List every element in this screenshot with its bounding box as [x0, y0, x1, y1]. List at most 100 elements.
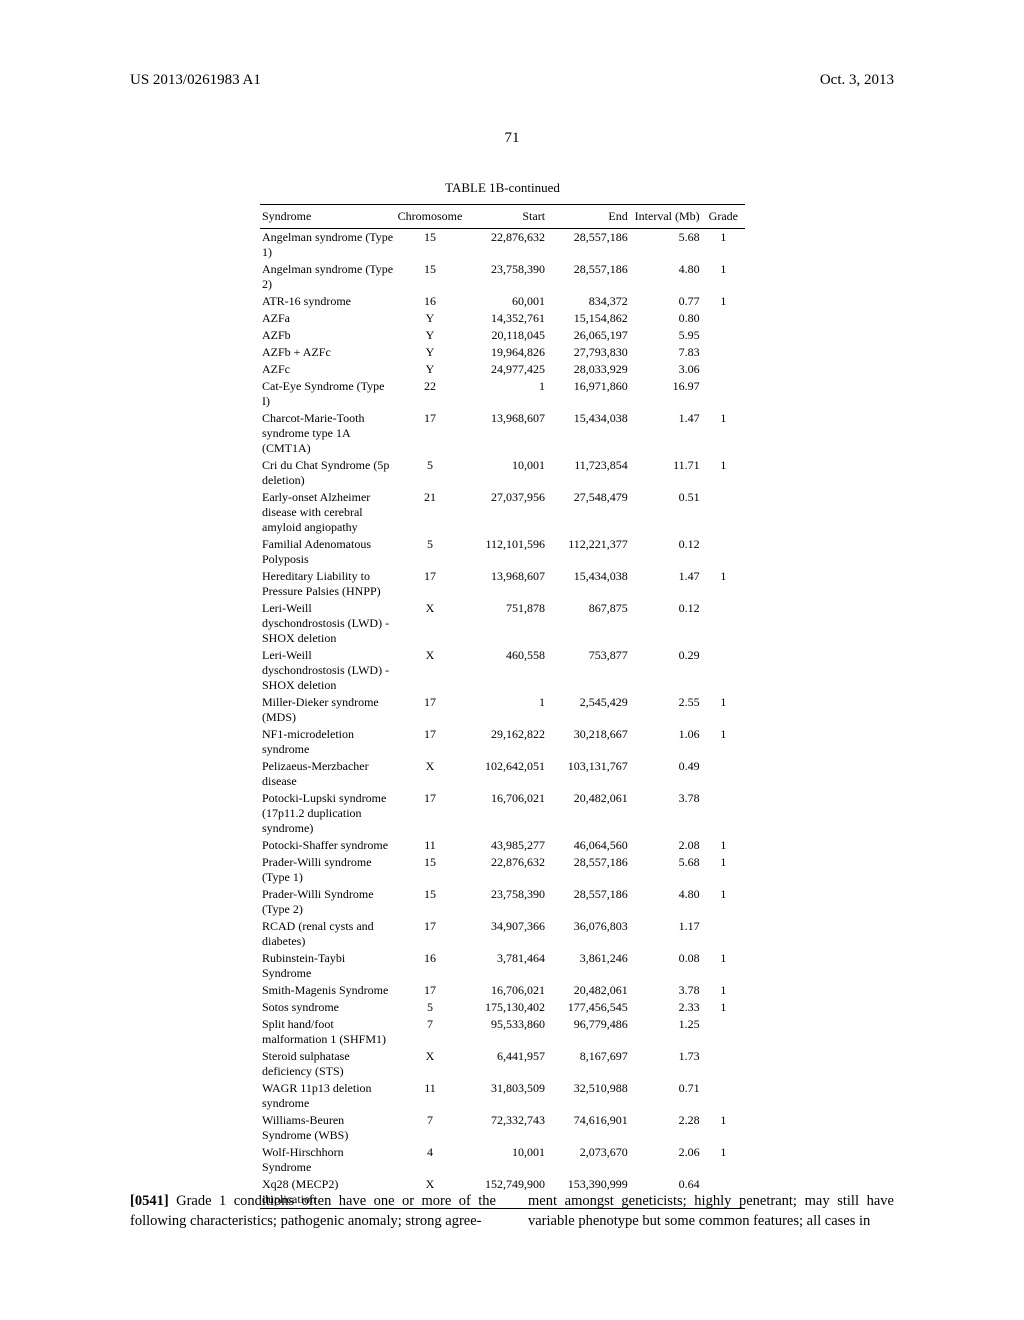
cell-interval: 0.49	[630, 758, 702, 790]
table-caption: TABLE 1B-continued	[260, 180, 745, 196]
cell-grade	[702, 378, 745, 410]
cell-interval: 1.47	[630, 568, 702, 600]
cell-interval: 0.12	[630, 536, 702, 568]
table-row: Rubinstein-Taybi Syndrome163,781,4643,86…	[260, 950, 745, 982]
cell-chrom: Y	[396, 310, 465, 327]
cell-syndrome: AZFc	[260, 361, 396, 378]
table-row: AZFaY14,352,76115,154,8620.80	[260, 310, 745, 327]
table-row: Split hand/foot malformation 1 (SHFM1)79…	[260, 1016, 745, 1048]
cell-end: 28,557,186	[547, 261, 630, 293]
cell-start: 13,968,607	[464, 410, 547, 457]
cell-chrom: 17	[396, 790, 465, 837]
table-row: Williams-Beuren Syndrome (WBS)772,332,74…	[260, 1112, 745, 1144]
cell-grade	[702, 536, 745, 568]
cell-grade	[702, 600, 745, 647]
cell-grade: 1	[702, 229, 745, 262]
cell-syndrome: Prader-Willi Syndrome (Type 2)	[260, 886, 396, 918]
cell-start: 31,803,509	[464, 1080, 547, 1112]
cell-end: 28,557,186	[547, 886, 630, 918]
cell-interval: 1.06	[630, 726, 702, 758]
syndrome-table: Syndrome Chromosome Start End Interval (…	[260, 204, 745, 1209]
cell-syndrome: Cat-Eye Syndrome (Type I)	[260, 378, 396, 410]
cell-start: 20,118,045	[464, 327, 547, 344]
cell-chrom: 5	[396, 536, 465, 568]
cell-grade: 1	[702, 261, 745, 293]
cell-start: 43,985,277	[464, 837, 547, 854]
cell-grade: 1	[702, 1144, 745, 1176]
cell-start: 112,101,596	[464, 536, 547, 568]
cell-start: 102,642,051	[464, 758, 547, 790]
cell-grade	[702, 790, 745, 837]
col-start: Start	[464, 205, 547, 229]
col-interval: Interval (Mb)	[630, 205, 702, 229]
cell-end: 834,372	[547, 293, 630, 310]
col-end: End	[547, 205, 630, 229]
table-row: Smith-Magenis Syndrome1716,706,02120,482…	[260, 982, 745, 999]
cell-interval: 16.97	[630, 378, 702, 410]
cell-chrom: X	[396, 647, 465, 694]
cell-syndrome: AZFa	[260, 310, 396, 327]
doc-number: US 2013/0261983 A1	[130, 72, 261, 89]
col-chromosome: Chromosome	[396, 205, 465, 229]
cell-syndrome: Pelizaeus-Merzbacher disease	[260, 758, 396, 790]
cell-chrom: 22	[396, 378, 465, 410]
cell-end: 15,434,038	[547, 568, 630, 600]
cell-chrom: 17	[396, 726, 465, 758]
table-row: Hereditary Liability to Pressure Palsies…	[260, 568, 745, 600]
cell-syndrome: AZFb + AZFc	[260, 344, 396, 361]
cell-interval: 2.08	[630, 837, 702, 854]
cell-chrom: 15	[396, 886, 465, 918]
cell-grade	[702, 1080, 745, 1112]
cell-interval: 0.80	[630, 310, 702, 327]
cell-chrom: 11	[396, 1080, 465, 1112]
cell-chrom: 17	[396, 694, 465, 726]
cell-start: 460,558	[464, 647, 547, 694]
cell-grade: 1	[702, 726, 745, 758]
cell-start: 14,352,761	[464, 310, 547, 327]
cell-chrom: X	[396, 600, 465, 647]
body-paragraph: [0541] Grade 1 conditions often have one…	[130, 1192, 894, 1231]
cell-end: 2,545,429	[547, 694, 630, 726]
cell-end: 28,557,186	[547, 229, 630, 262]
cell-syndrome: Sotos syndrome	[260, 999, 396, 1016]
cell-interval: 3.78	[630, 790, 702, 837]
table-row: Prader-Willi syndrome (Type 1)1522,876,6…	[260, 854, 745, 886]
cell-syndrome: Angelman syndrome (Type 1)	[260, 229, 396, 262]
cell-interval: 5.68	[630, 229, 702, 262]
cell-grade: 1	[702, 568, 745, 600]
cell-syndrome: Williams-Beuren Syndrome (WBS)	[260, 1112, 396, 1144]
col-grade: Grade	[702, 205, 745, 229]
cell-syndrome: WAGR 11p13 deletion syndrome	[260, 1080, 396, 1112]
cell-grade: 1	[702, 410, 745, 457]
cell-chrom: 15	[396, 261, 465, 293]
cell-end: 15,434,038	[547, 410, 630, 457]
table-row: Leri-Weill dyschondrostosis (LWD) - SHOX…	[260, 600, 745, 647]
cell-end: 16,971,860	[547, 378, 630, 410]
cell-chrom: 16	[396, 293, 465, 310]
cell-interval: 5.68	[630, 854, 702, 886]
table-row: AZFbY20,118,04526,065,1975.95	[260, 327, 745, 344]
table-row: Angelman syndrome (Type 2)1523,758,39028…	[260, 261, 745, 293]
cell-chrom: 5	[396, 457, 465, 489]
cell-grade: 1	[702, 886, 745, 918]
cell-grade	[702, 1016, 745, 1048]
cell-start: 22,876,632	[464, 854, 547, 886]
cell-interval: 2.28	[630, 1112, 702, 1144]
cell-start: 175,130,402	[464, 999, 547, 1016]
doc-date: Oct. 3, 2013	[820, 72, 894, 89]
cell-syndrome: Familial Adenomatous Polyposis	[260, 536, 396, 568]
cell-end: 32,510,988	[547, 1080, 630, 1112]
table-row: Sotos syndrome5175,130,402177,456,5452.3…	[260, 999, 745, 1016]
body-left-text: Grade 1 conditions often have one or mor…	[130, 1193, 496, 1229]
cell-end: 867,875	[547, 600, 630, 647]
cell-interval: 1.47	[630, 410, 702, 457]
cell-grade	[702, 489, 745, 536]
cell-grade: 1	[702, 950, 745, 982]
cell-interval: 0.77	[630, 293, 702, 310]
table-row: Familial Adenomatous Polyposis5112,101,5…	[260, 536, 745, 568]
cell-grade	[702, 361, 745, 378]
cell-end: 112,221,377	[547, 536, 630, 568]
cell-grade: 1	[702, 837, 745, 854]
table-1b: TABLE 1B-continued Syndrome Chromosome S…	[260, 180, 745, 1209]
table-row: Cat-Eye Syndrome (Type I)22116,971,86016…	[260, 378, 745, 410]
